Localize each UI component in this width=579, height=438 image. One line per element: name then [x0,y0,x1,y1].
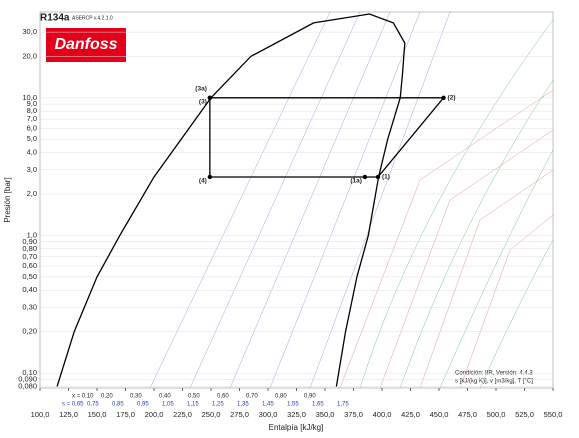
quality-label: 0,80 [275,394,287,400]
y-tick-label: 0,90 [22,237,37,246]
quality-label: 0,30 [130,394,142,400]
quality-label: x = 0,10 [72,394,94,400]
x-tick-label: 300,0 [259,410,278,419]
x-tick-label: 125,0 [59,410,78,419]
cycle-point [362,174,368,180]
entropy-label: 1,55 [287,402,299,408]
entropy-label: 1,05 [162,402,174,408]
y-tick-label: 2,0 [27,189,37,198]
entropy-label: 1,25 [212,402,224,408]
quality-label: 0,50 [188,394,200,400]
x-tick-label: 325,0 [287,410,306,419]
entropy-label: 1,45 [262,402,274,408]
y-tick-label: 10,0 [22,93,37,102]
y-tick-label: 9,0 [27,99,37,108]
y-label: Presión [bar] [3,177,12,222]
x-tick-label: 375,0 [344,410,363,419]
y-tick-label: 3,0 [27,165,37,174]
y-tick-label: 0,080 [18,381,37,390]
y-tick-label: 0,60 [22,261,37,270]
y-tick-label: 5,0 [27,134,37,143]
y-tick-label: 0,090 [18,374,37,383]
entropy-label: 1,35 [237,402,249,408]
x-tick-label: 150,0 [88,410,107,419]
point-label: (4) [199,178,207,185]
x-tick-label: 200,0 [145,410,164,419]
note: s [kJ/(kg K)], v [m3/kg], T [°C] [455,379,533,385]
cycle-point [207,95,213,101]
logo-text: Danfoss [54,36,117,53]
y-tick-label: 4,0 [27,148,37,157]
x-tick-label: 400,0 [373,410,392,419]
y-tick-label: 0,70 [22,252,37,261]
x-tick-label: 250,0 [202,410,221,419]
y-tick-label: 0,20 [22,327,37,336]
x-tick-label: 450,0 [430,410,449,419]
x-tick-label: 475,0 [458,410,477,419]
x-tick-label: 425,0 [401,410,420,419]
y-tick-label: 8,0 [27,106,37,115]
entropy-label: 1,65 [312,402,324,408]
y-tick-label: 20,0 [22,51,37,60]
x-tick-label: 100,0 [31,410,50,419]
point-label: (1) [382,174,390,181]
x-tick-label: 350,0 [316,410,335,419]
y-tick-label: 30,0 [22,27,37,36]
cycle-point [207,174,213,180]
cycle-point [441,95,446,101]
title: R134a [40,13,70,24]
series-line [209,97,445,178]
cycle-point [375,174,381,180]
y-tick-label: 0,40 [22,285,37,294]
quality-label: 0,40 [159,394,171,400]
quality-label: 0,60 [217,394,229,400]
y-tick-label: 0,50 [22,272,37,281]
entropy-label: 0,95 [137,402,149,408]
y-tick-label: 0,80 [22,244,37,253]
quality-label: 0,20 [101,394,113,400]
point-label: (1a) [350,178,362,185]
entropy-label: 1,75 [337,402,349,408]
y-tick-label: 7,0 [27,114,37,123]
y-tick-label: 0,10 [22,368,37,377]
point-label: (2) [448,95,456,102]
x-tick-label: 225,0 [173,410,192,419]
entropy-label: 0,85 [112,402,124,408]
x-tick-label: 550,0 [544,410,563,419]
y-tick-label: 1,0 [27,230,37,239]
subtitle: ASERCP v.4.2.1.0 [72,15,113,21]
x-tick-label: 275,0 [230,410,249,419]
x-tick-label: 175,0 [116,410,135,419]
y-tick-label: 0,30 [22,302,37,311]
point-label: (3) [199,99,207,106]
x-tick-label: 525,0 [515,410,534,419]
x-label: Entalpía [kJ/kg] [269,423,324,432]
quality-label: 0,70 [246,394,258,400]
series-line [56,13,406,387]
note: Condición: IIR, Versión: 4.4.3 [455,371,533,377]
entropy-label: s = 0,65 [62,402,84,408]
entropy-label: 0,75 [87,402,99,408]
x-tick-label: 500,0 [487,410,506,419]
point-label: (3a) [195,86,207,93]
entropy-label: 1,15 [187,402,199,408]
decor-lines [149,11,554,389]
quality-label: 0,90 [304,394,316,400]
y-tick-label: 6,0 [27,123,37,132]
